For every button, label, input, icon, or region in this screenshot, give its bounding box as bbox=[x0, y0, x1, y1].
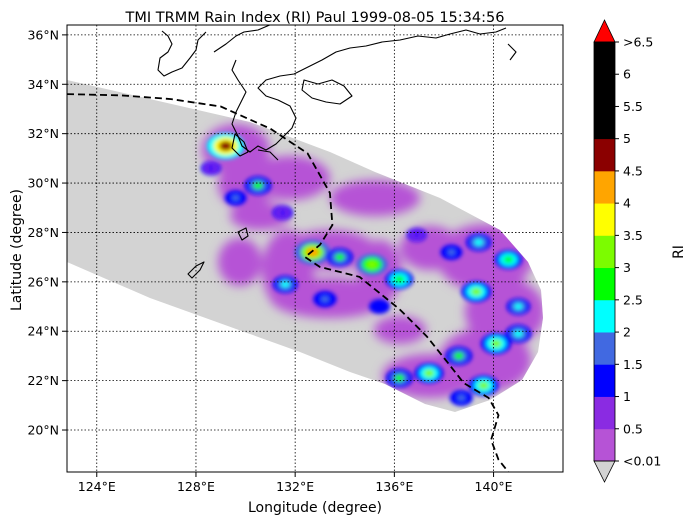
coastlines bbox=[157, 25, 517, 279]
rain-cell-core-24 bbox=[457, 394, 466, 401]
colorbar-tick-label-6: 3 bbox=[623, 260, 631, 275]
coast-tanegashima bbox=[257, 149, 279, 161]
colorbar-under-triangle bbox=[593, 460, 616, 483]
x-ticks: 124°E 128°E 132°E 136°E 140°E bbox=[78, 472, 513, 494]
map-frame bbox=[66, 24, 564, 473]
coast-shikoku bbox=[301, 79, 353, 105]
coast-bay bbox=[507, 43, 517, 61]
rain-cell-core-16 bbox=[470, 287, 482, 296]
rain-cell-core-10 bbox=[320, 296, 329, 303]
typhoon-track bbox=[67, 93, 510, 472]
rain-cell-core-9 bbox=[280, 281, 290, 288]
y-tick-label-1: 22°N bbox=[27, 373, 59, 388]
coast-amami bbox=[237, 227, 249, 241]
y-tick-label-7: 34°N bbox=[27, 77, 59, 92]
colorbar-segment-3 bbox=[594, 332, 615, 365]
rain-cell-core-0 bbox=[219, 141, 233, 151]
colorbar-tick-label-12: 6 bbox=[623, 67, 631, 82]
colorbar-tick-label-11: 5.5 bbox=[623, 99, 643, 114]
colorbar-segment-0 bbox=[594, 428, 615, 462]
coast-japan-main bbox=[213, 25, 507, 153]
colorbar-segment-4 bbox=[594, 299, 615, 333]
colorbar-frame bbox=[593, 41, 616, 462]
rain-cell-core-18 bbox=[490, 339, 502, 348]
coast-okinawa bbox=[187, 261, 205, 279]
x-tick-label-3: 136°E bbox=[375, 479, 413, 494]
colorbar-segment-7 bbox=[594, 203, 615, 236]
colorbar-tick-label-9: 4.5 bbox=[623, 163, 643, 178]
colorbar-tick-label-1: 0.5 bbox=[623, 421, 643, 436]
y-ticks: 20°N 22°N 24°N 26°N 28°N 30°N 32°N 34°N 36°N bbox=[27, 27, 67, 438]
x-tick-label-1: 128°E bbox=[177, 479, 215, 494]
coast-kyushu-tip bbox=[231, 133, 249, 157]
rain-cell-core-7 bbox=[366, 260, 378, 269]
y-tick-label-6: 32°N bbox=[27, 126, 59, 141]
y-axis-label: Latitude (degree) bbox=[9, 189, 25, 311]
colorbar-segment-5 bbox=[594, 267, 615, 301]
rain-patch-e1 bbox=[437, 224, 533, 292]
chart-title: TMI TRMM Rain Index (RI) Paul 1999-08-05… bbox=[125, 10, 505, 26]
rain-cell-core-3 bbox=[253, 182, 263, 190]
rain-cell-core-14 bbox=[474, 239, 484, 246]
map-area bbox=[67, 25, 563, 472]
colorbar-tick-label-8: 4 bbox=[623, 196, 631, 211]
x-tick-label-4: 140°E bbox=[475, 479, 513, 494]
rain-cell-core-6 bbox=[335, 253, 345, 261]
y-tick-label-8: 36°N bbox=[27, 27, 59, 42]
colorbar-segment-1 bbox=[594, 396, 615, 430]
colorbar-tick-label-0: <0.01 bbox=[623, 454, 661, 469]
colorbar-segment-9 bbox=[594, 138, 615, 172]
colorbar-tick-label-2: 1 bbox=[623, 389, 631, 404]
colorbar-segment-11 bbox=[594, 74, 615, 107]
y-tick-label-0: 20°N bbox=[27, 423, 59, 438]
rain-cell-core-2 bbox=[231, 195, 240, 201]
rain-patch-e6 bbox=[374, 316, 426, 344]
colorbar: <0.01 0.5 1 1.5 2 2.5 3 3.5 4 4.5 5 5.5 6 >6.5 bbox=[593, 19, 661, 483]
rain-cell-core-22 bbox=[394, 374, 405, 382]
colorbar-tick-label-13: >6.5 bbox=[623, 35, 653, 50]
colorbar-over-triangle bbox=[593, 19, 616, 43]
rain-cell-core-13 bbox=[447, 249, 456, 256]
x-tick-label-0: 124°E bbox=[78, 479, 116, 494]
colorbar-tick-label-3: 1.5 bbox=[623, 357, 643, 372]
coast-korea bbox=[157, 30, 207, 77]
colorbar-segment-10 bbox=[594, 106, 615, 140]
gridlines bbox=[67, 25, 563, 472]
y-tick-label-2: 24°N bbox=[27, 324, 59, 339]
rain-cell-core-11 bbox=[375, 303, 384, 310]
colorbar-segment-6 bbox=[594, 235, 615, 269]
rain-patch-s5 bbox=[218, 238, 262, 286]
y-tick-label-4: 28°N bbox=[27, 225, 59, 240]
rain-cell-core-15 bbox=[503, 256, 514, 264]
colorbar-segment-2 bbox=[594, 364, 615, 397]
colorbar-segment-8 bbox=[594, 170, 615, 204]
rain-cell-core-23 bbox=[478, 381, 489, 390]
rain-cell-core-17 bbox=[514, 303, 523, 310]
colorbar-segment-12 bbox=[594, 42, 615, 75]
colorbar-tick-label-10: 5 bbox=[623, 131, 631, 146]
y-tick-label-3: 26°N bbox=[27, 274, 59, 289]
rain-cell-core-21 bbox=[424, 369, 435, 377]
y-tick-label-5: 30°N bbox=[27, 176, 59, 191]
rain-cell-core-4 bbox=[279, 210, 287, 216]
colorbar-label: RI bbox=[671, 245, 687, 259]
colorbar-tick-label-5: 2.5 bbox=[623, 292, 643, 307]
rain-field bbox=[200, 124, 543, 406]
rain-cell-core-20 bbox=[454, 352, 464, 360]
x-axis-label: Longitude (degree) bbox=[248, 500, 382, 516]
rain-cell-core-5 bbox=[306, 247, 319, 257]
colorbar-tick-label-4: 2 bbox=[623, 325, 631, 340]
rain-cell-core-8 bbox=[394, 275, 405, 284]
rain-cell-core-1 bbox=[207, 165, 215, 171]
rain-core-layer bbox=[200, 132, 532, 406]
colorbar-tick-label-7: 3.5 bbox=[623, 228, 643, 243]
rain-cell-core-12 bbox=[413, 232, 421, 238]
x-tick-label-2: 132°E bbox=[276, 479, 314, 494]
rain-cell-core-19 bbox=[513, 330, 523, 338]
rain-patch-b5 bbox=[330, 180, 420, 216]
